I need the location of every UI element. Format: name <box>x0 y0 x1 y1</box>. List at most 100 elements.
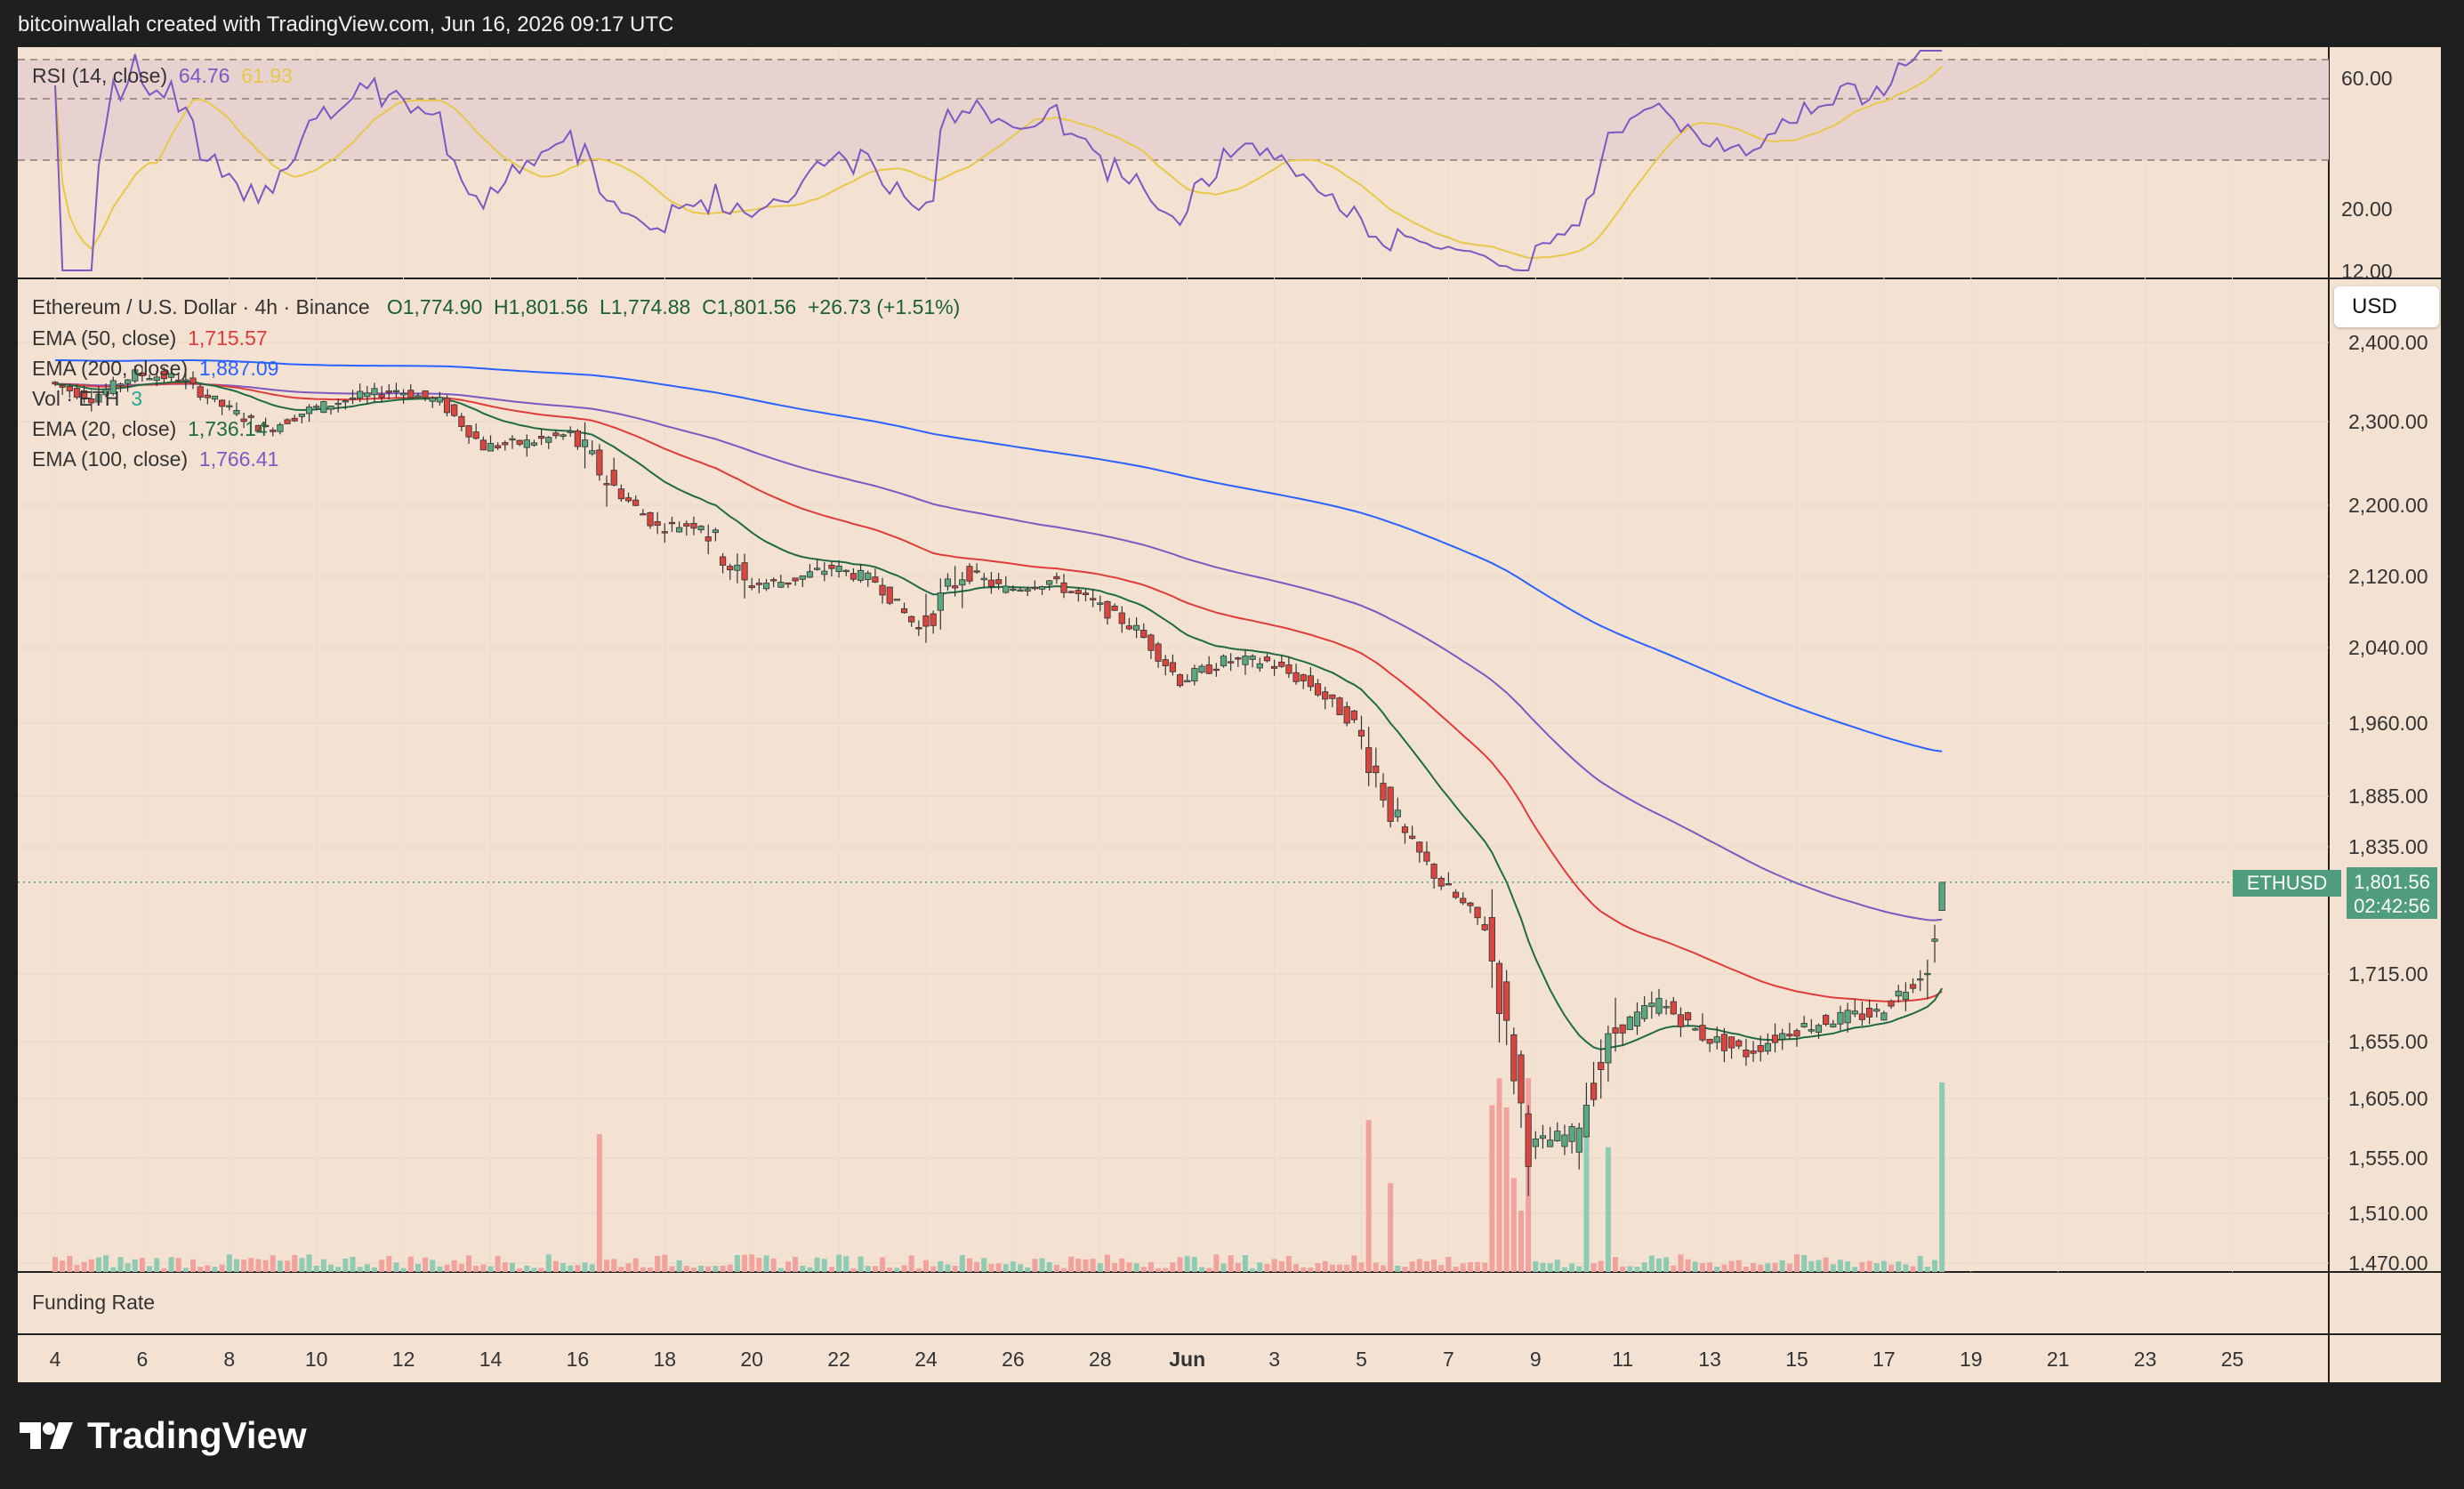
volume-bar <box>1728 1260 1735 1272</box>
candle-body <box>1590 1083 1598 1100</box>
volume-bar <box>52 1257 58 1272</box>
candle-body <box>683 523 690 527</box>
candle-body <box>886 586 893 604</box>
volume-bar <box>1235 1262 1241 1272</box>
volume-bar <box>335 1267 342 1272</box>
volume-bar <box>60 1260 66 1272</box>
volume-bar <box>880 1257 886 1272</box>
candle-body <box>937 592 944 611</box>
volume-bar <box>582 1262 588 1272</box>
volume-bar <box>923 1260 929 1272</box>
candle-body <box>973 570 980 573</box>
candle-body <box>1706 1038 1713 1044</box>
volume-bar <box>1786 1263 1792 1272</box>
candle-body <box>364 392 371 398</box>
volume-bar <box>720 1265 726 1272</box>
volume-bar <box>1344 1264 1350 1272</box>
candle-body <box>1357 729 1365 736</box>
volume-bar <box>995 1263 1002 1272</box>
volume-bar <box>1510 1178 1517 1272</box>
volume-bar <box>1903 1264 1909 1272</box>
indicator-ema100[interactable]: EMA (100, close) 1,766.41 <box>32 447 278 471</box>
candle-body <box>581 439 589 447</box>
volume-bar <box>1751 1262 1757 1272</box>
x-tick-label: 23 <box>2134 1348 2157 1371</box>
volume-bar <box>538 1268 544 1272</box>
volume-bar <box>1663 1257 1670 1272</box>
volume-bar <box>226 1254 232 1272</box>
candle-body <box>1917 978 1924 981</box>
candle-body <box>1858 1013 1866 1020</box>
candle-body <box>1263 656 1271 662</box>
volume-bar <box>1808 1260 1815 1272</box>
candle-body <box>1510 1034 1518 1082</box>
candle-body <box>1837 1011 1844 1025</box>
indicator-ema200[interactable]: EMA (200, close) 1,887.09 <box>32 357 278 381</box>
y-tick-label: 1,655.00 <box>2348 1030 2428 1053</box>
candle-body <box>1474 906 1481 919</box>
volume-bar <box>640 1267 646 1272</box>
volume-bar <box>1583 1129 1590 1272</box>
candle-body <box>1184 680 1191 683</box>
volume-bar <box>219 1264 225 1272</box>
candle-body <box>1249 656 1256 660</box>
candle-body <box>182 379 189 382</box>
y-tick-label: 1,835.00 <box>2348 835 2428 858</box>
volume-bar <box>1163 1268 1169 1272</box>
rsi-tick-label: 60.00 <box>2341 67 2393 90</box>
candle-body <box>298 414 305 417</box>
x-tick-label: 14 <box>479 1348 503 1371</box>
candle-body <box>254 424 262 432</box>
volume-bar <box>713 1266 719 1272</box>
volume-bar <box>1489 1105 1495 1272</box>
candle-body <box>842 569 850 573</box>
symbol-legend[interactable]: Ethereum / U.S. Dollar · 4h · Binance O1… <box>32 295 960 319</box>
volume-bar <box>466 1255 472 1272</box>
volume-bar <box>509 1262 515 1272</box>
volume-bar <box>139 1258 145 1272</box>
volume-bar <box>1482 1262 1488 1272</box>
indicator-ema20[interactable]: EMA (20, close) 1,736.14 <box>32 417 268 441</box>
volume-bar <box>371 1267 377 1272</box>
candle-body <box>1118 612 1125 624</box>
volume-bar <box>1068 1256 1075 1272</box>
rsi-tick-label: 20.00 <box>2341 197 2393 221</box>
y-tick-label: 2,040.00 <box>2348 636 2428 659</box>
candle-body <box>770 579 777 582</box>
volume-bar <box>1939 1082 1945 1272</box>
volume-bar <box>814 1257 820 1272</box>
volume-bar <box>777 1268 784 1272</box>
currency-button[interactable]: USD <box>2334 286 2439 327</box>
volume-bar <box>379 1260 385 1272</box>
x-tick-label: 22 <box>827 1348 850 1371</box>
candle-body <box>305 406 313 415</box>
volume-bar <box>1772 1262 1778 1272</box>
candle-body <box>741 562 748 581</box>
volume-bar <box>749 1254 755 1272</box>
candle-body <box>762 583 770 590</box>
candle-body <box>727 566 734 571</box>
volume-bar <box>1714 1267 1720 1272</box>
candle-body <box>987 579 995 587</box>
candle-body <box>640 513 647 516</box>
indicator-ema50[interactable]: EMA (50, close) 1,715.57 <box>32 326 268 350</box>
ohlc-high: H1,801.56 <box>494 295 589 318</box>
candle-body <box>1626 1016 1633 1030</box>
candle-body <box>821 570 828 575</box>
volume-bar <box>154 1258 160 1272</box>
candle-body <box>1365 747 1373 774</box>
rsi-label: RSI (14, close) <box>32 64 168 87</box>
candle-body <box>1503 981 1510 1021</box>
candle-body <box>1692 1028 1699 1031</box>
indicator-volume[interactable]: Vol · ETH 3 <box>32 387 142 411</box>
candle-body <box>994 579 1003 584</box>
volume-bar <box>400 1268 407 1272</box>
candle-body <box>1518 1054 1525 1104</box>
volume-bar <box>1707 1262 1713 1272</box>
volume-bar <box>1285 1255 1292 1272</box>
volume-bar <box>632 1258 639 1272</box>
volume-bar <box>88 1259 94 1272</box>
volume-bar <box>1692 1261 1698 1272</box>
candle-body <box>1394 809 1401 817</box>
